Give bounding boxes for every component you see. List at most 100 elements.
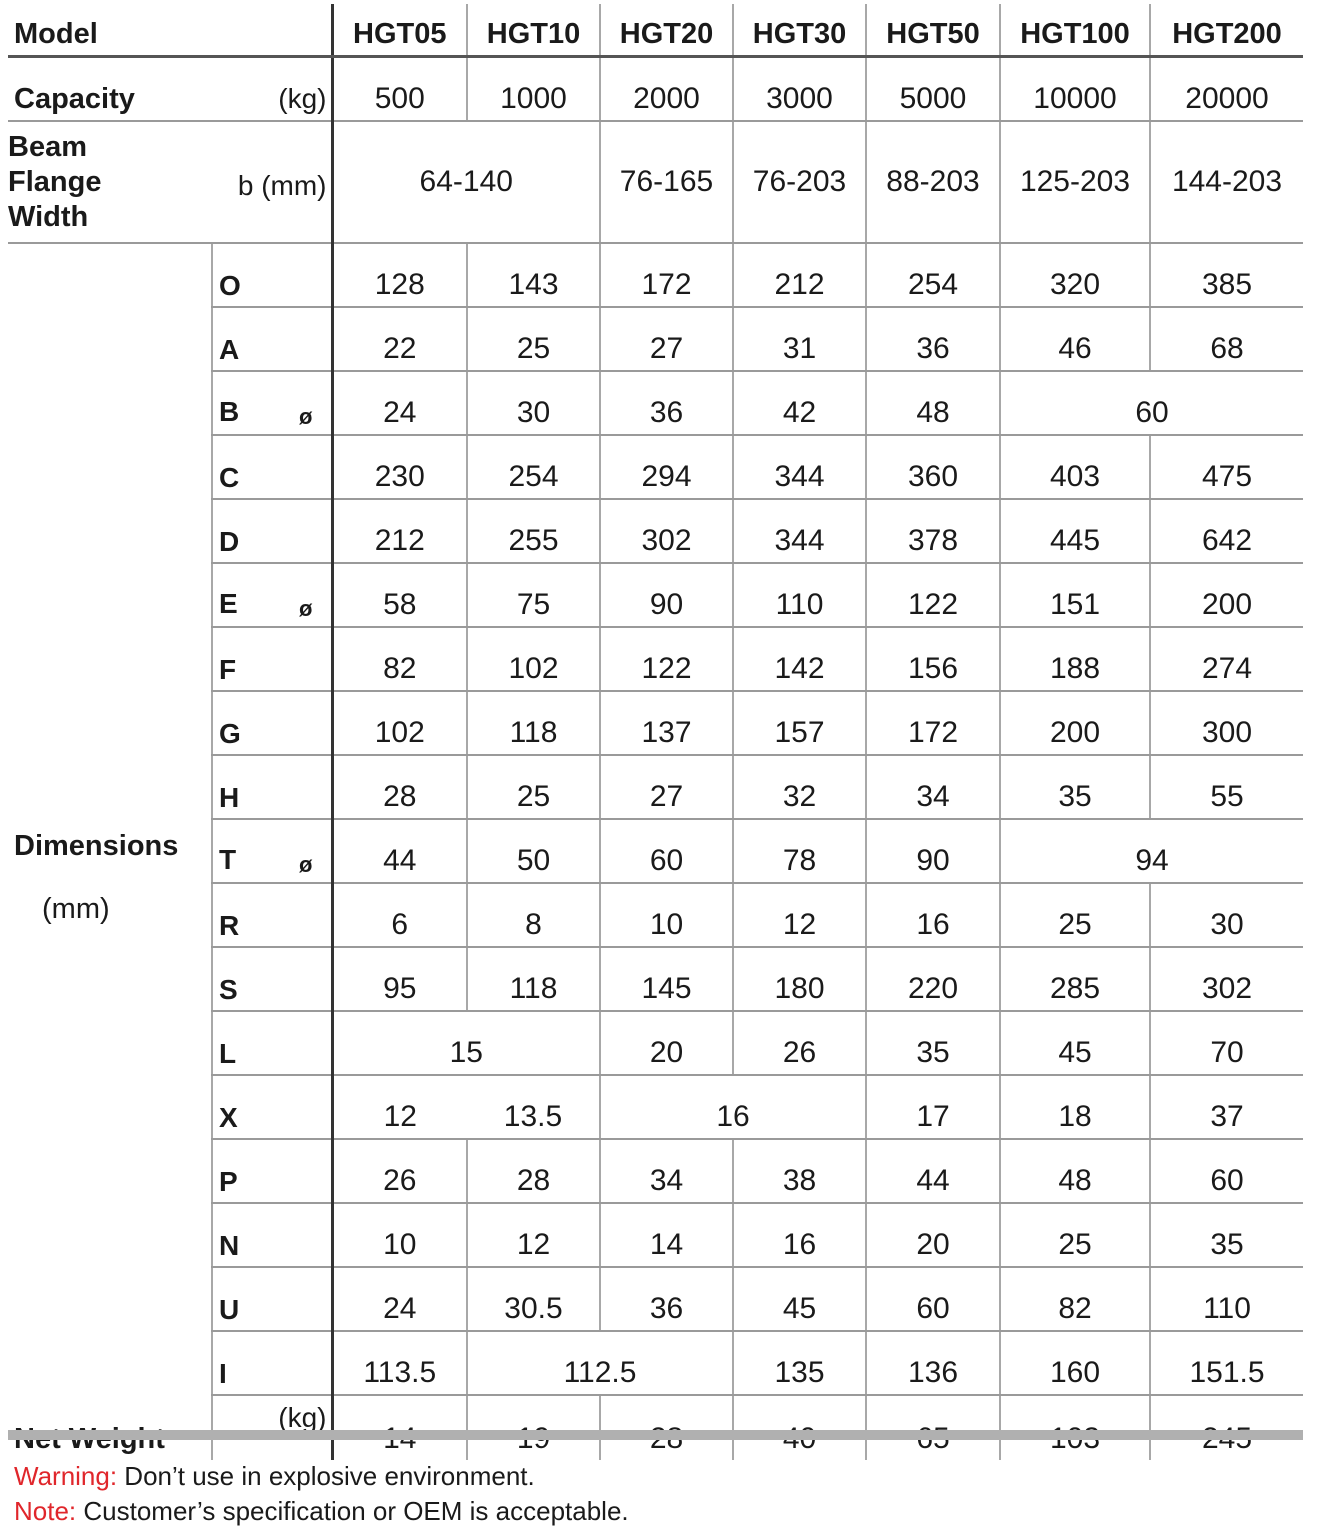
warning-line: Warning: Don’t use in explosive environm… bbox=[14, 1461, 535, 1492]
table-cell: 254 bbox=[466, 435, 600, 500]
dimension-key-letter: N bbox=[219, 1230, 240, 1261]
dimension-row-u: U 24 30.5 36 45 60 82 110 bbox=[8, 1267, 1303, 1332]
beam-flange-width-row: Beam Flange Width b (mm) 64-140 76-165 76-203 8… bbox=[8, 121, 1303, 244]
model-header-hgt200: HGT200 bbox=[1149, 4, 1303, 58]
table-cell: 157 bbox=[732, 691, 866, 756]
table-cell: 60 bbox=[599, 819, 733, 884]
table-cell: 30 bbox=[466, 371, 600, 436]
table-cell: 82 bbox=[330, 627, 467, 692]
dimension-key-letter: R bbox=[219, 910, 240, 941]
table-cell: 28 bbox=[466, 1139, 600, 1204]
table-cell: 172 bbox=[599, 243, 733, 308]
table-cell: 122 bbox=[599, 627, 733, 692]
table-cell: 344 bbox=[732, 435, 866, 500]
beam-label-lines: Beam Flange Width bbox=[8, 130, 101, 235]
table-cell: 151.5 bbox=[1149, 1331, 1303, 1396]
dimension-key: F bbox=[211, 627, 332, 692]
table-cell: 95 bbox=[330, 947, 467, 1012]
table-cell: 48 bbox=[999, 1139, 1150, 1204]
capacity-row: Capacity (kg) 500 1000 2000 3000 5000 10000 2000… bbox=[8, 56, 1303, 122]
table-cell: 302 bbox=[599, 499, 733, 564]
dimension-row-x: X 12 13.5 16 17 18 37 bbox=[8, 1075, 1303, 1140]
table-cell: 70 bbox=[1149, 1011, 1303, 1076]
table-cell: 12 bbox=[732, 883, 866, 948]
table-bottom-bar bbox=[8, 1430, 1303, 1440]
table-cell: 200 bbox=[1149, 563, 1303, 628]
dimension-key-letter: C bbox=[219, 462, 240, 493]
table-cell: 60 bbox=[865, 1267, 1000, 1332]
table-cell: 27 bbox=[599, 307, 733, 372]
diameter-symbol-icon: ø bbox=[299, 404, 313, 429]
table-cell: 24 bbox=[330, 1267, 467, 1332]
table-cell: 28 bbox=[330, 755, 467, 820]
table-cell: 112.5 bbox=[466, 1331, 733, 1396]
table-cell: 34 bbox=[865, 755, 1000, 820]
table-cell: 60 bbox=[1149, 1139, 1303, 1204]
table-cell: 103 bbox=[999, 1395, 1150, 1460]
dimension-key: S bbox=[211, 947, 332, 1012]
table-cell: 14 bbox=[330, 1395, 467, 1460]
net-weight-label: Net Weight bbox=[8, 1395, 212, 1460]
table-cell: 36 bbox=[599, 371, 733, 436]
model-label: Model bbox=[8, 4, 332, 58]
table-cell: 22 bbox=[330, 307, 467, 372]
diameter-symbol-icon: ø bbox=[299, 596, 313, 621]
dimension-key: C bbox=[211, 435, 332, 500]
table-cell: 25 bbox=[999, 883, 1150, 948]
net-weight-row: Net Weight(kg)1419284065103245 bbox=[8, 1395, 1303, 1460]
table-cell: 302 bbox=[1149, 947, 1303, 1012]
note-text: Customer’s specification or OEM is accep… bbox=[76, 1496, 629, 1526]
table-cell: 385 bbox=[1149, 243, 1303, 308]
dimension-key: P bbox=[211, 1139, 332, 1204]
table-cell: 16 bbox=[865, 883, 1000, 948]
dimensions-unit: (mm) bbox=[42, 892, 110, 925]
table-cell: 44 bbox=[330, 819, 467, 884]
table-cell: 360 bbox=[865, 435, 1000, 500]
table-cell: 145 bbox=[599, 947, 733, 1012]
table-cell: 135 bbox=[732, 1331, 866, 1396]
dimensions-label: Dimensions (mm) bbox=[8, 243, 212, 1395]
table-cell: 25 bbox=[999, 1203, 1150, 1268]
table-cell: 102 bbox=[466, 627, 600, 692]
dimension-key: X bbox=[211, 1075, 332, 1140]
table-cell: 151 bbox=[999, 563, 1150, 628]
dimension-row-n: N 10 12 14 16 20 25 35 bbox=[8, 1203, 1303, 1268]
table-cell: 50 bbox=[466, 819, 600, 884]
table-cell: 68 bbox=[1149, 307, 1303, 372]
table-cell: 76-203 bbox=[732, 121, 866, 244]
table-cell: 220 bbox=[865, 947, 1000, 1012]
table-cell: 245 bbox=[1149, 1395, 1303, 1460]
model-header-hgt05: HGT05 bbox=[330, 4, 467, 58]
note-line: Note: Customer’s specification or OEM is… bbox=[14, 1496, 629, 1527]
table-cell: 58 bbox=[330, 563, 467, 628]
table-cell: 8 bbox=[466, 883, 600, 948]
dimension-key: L bbox=[211, 1011, 332, 1076]
dimension-row-a: A 22 25 27 31 36 46 68 bbox=[8, 307, 1303, 372]
table-cell: 344 bbox=[732, 499, 866, 564]
table-cell: 19 bbox=[466, 1395, 600, 1460]
table-cell: 35 bbox=[999, 755, 1150, 820]
dimension-row-i: I 113.5 112.5 135 136 160 151.5 bbox=[8, 1331, 1303, 1396]
table-cell: 94 bbox=[999, 819, 1303, 884]
table-cell: 45 bbox=[732, 1267, 866, 1332]
table-cell: 110 bbox=[1149, 1267, 1303, 1332]
table-cell: 180 bbox=[732, 947, 866, 1012]
table-cell: 37 bbox=[1149, 1075, 1303, 1140]
table-cell: 76-165 bbox=[599, 121, 733, 244]
table-cell: 1000 bbox=[466, 56, 600, 122]
dimension-key-letter: S bbox=[219, 974, 238, 1005]
beam-label-line: Beam bbox=[8, 130, 87, 163]
model-header-hgt50: HGT50 bbox=[865, 4, 1000, 58]
table-cell: 25 bbox=[466, 307, 600, 372]
table-cell: 90 bbox=[865, 819, 1000, 884]
table-cell: 25 bbox=[466, 755, 600, 820]
table-cell: 26 bbox=[330, 1139, 467, 1204]
dimension-key-letter: D bbox=[219, 526, 240, 557]
dimension-key-letter: B bbox=[219, 396, 240, 427]
capacity-label-text: Capacity bbox=[14, 83, 135, 115]
beam-label-line: Flange bbox=[8, 165, 102, 198]
table-cell: 32 bbox=[732, 755, 866, 820]
